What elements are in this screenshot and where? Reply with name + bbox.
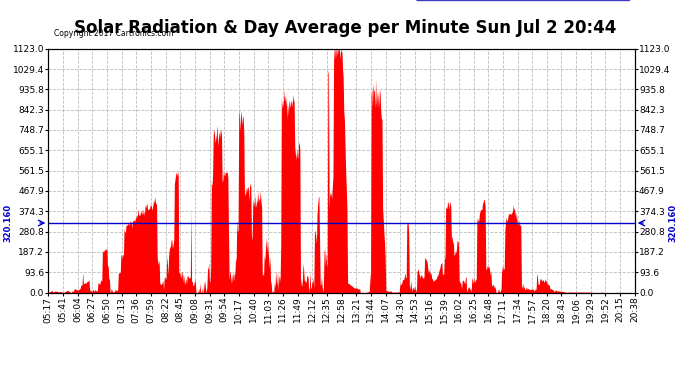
Text: 320.160: 320.160	[669, 204, 678, 242]
Text: Solar Radiation & Day Average per Minute Sun Jul 2 20:44: Solar Radiation & Day Average per Minute…	[74, 19, 616, 37]
Text: Copyright 2017 Cartronics.com: Copyright 2017 Cartronics.com	[55, 29, 174, 38]
Text: 320.160: 320.160	[4, 204, 13, 242]
